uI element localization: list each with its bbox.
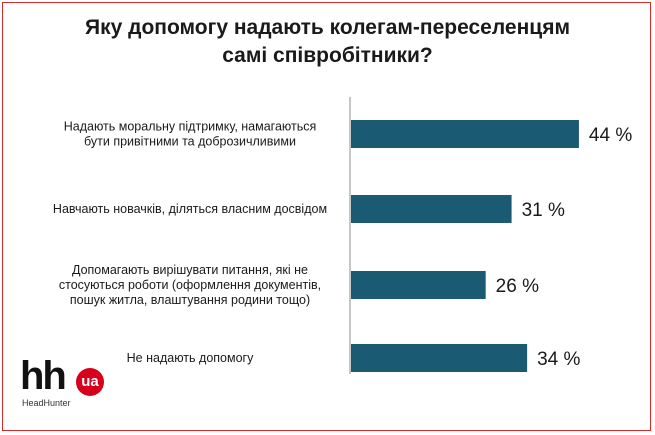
category-label-1-line-1: Надають моральну підтримку, намагаються xyxy=(64,120,317,134)
chart-frame xyxy=(2,2,651,431)
category-label-4-line-1: Не надають допомогу xyxy=(127,351,254,365)
category-label-1-line-2: бути привітними та доброзичливими xyxy=(84,135,296,149)
chart-title: Яку допомогу надають колегам-переселенця… xyxy=(0,14,655,70)
chart-title-line-2: самі співробітники? xyxy=(222,44,433,67)
bar-2 xyxy=(351,195,512,223)
logo-subtitle: HeadHunter xyxy=(22,398,71,408)
category-label-2: Навчають новачків, діляться власним досв… xyxy=(53,202,327,216)
category-label-2-line-1: Навчають новачків, діляться власним досв… xyxy=(53,202,327,216)
bar-3 xyxy=(351,271,486,299)
chart-title-line-1: Яку допомогу надають колегам-переселенця… xyxy=(85,16,570,39)
logo-ua-text: ua xyxy=(81,373,99,390)
category-label-4: Не надають допомогу xyxy=(127,351,254,365)
value-label-4: 34 % xyxy=(537,349,580,370)
bar-1 xyxy=(351,120,579,148)
logo-ua-badge: ua xyxy=(76,368,104,396)
value-label-1: 44 % xyxy=(589,125,632,146)
category-label-3-line-2: стосуються роботи (оформлення документів… xyxy=(59,278,321,292)
value-label-2: 31 % xyxy=(522,200,565,221)
bar-4 xyxy=(351,344,528,372)
value-label-3: 26 % xyxy=(496,276,539,297)
logo-hh-text: hh xyxy=(20,354,67,398)
category-label-3-line-3: пошук житла, влаштування родини тощо) xyxy=(70,293,310,307)
headhunter-logo: hh ua HeadHunter xyxy=(20,354,130,415)
category-label-3: Допомагають вирішувати питання, які не ст… xyxy=(59,263,321,307)
category-label-1: Надають моральну підтримку, намагаються б… xyxy=(64,120,317,149)
category-label-3-line-1: Допомагають вирішувати питання, які не xyxy=(72,263,308,277)
